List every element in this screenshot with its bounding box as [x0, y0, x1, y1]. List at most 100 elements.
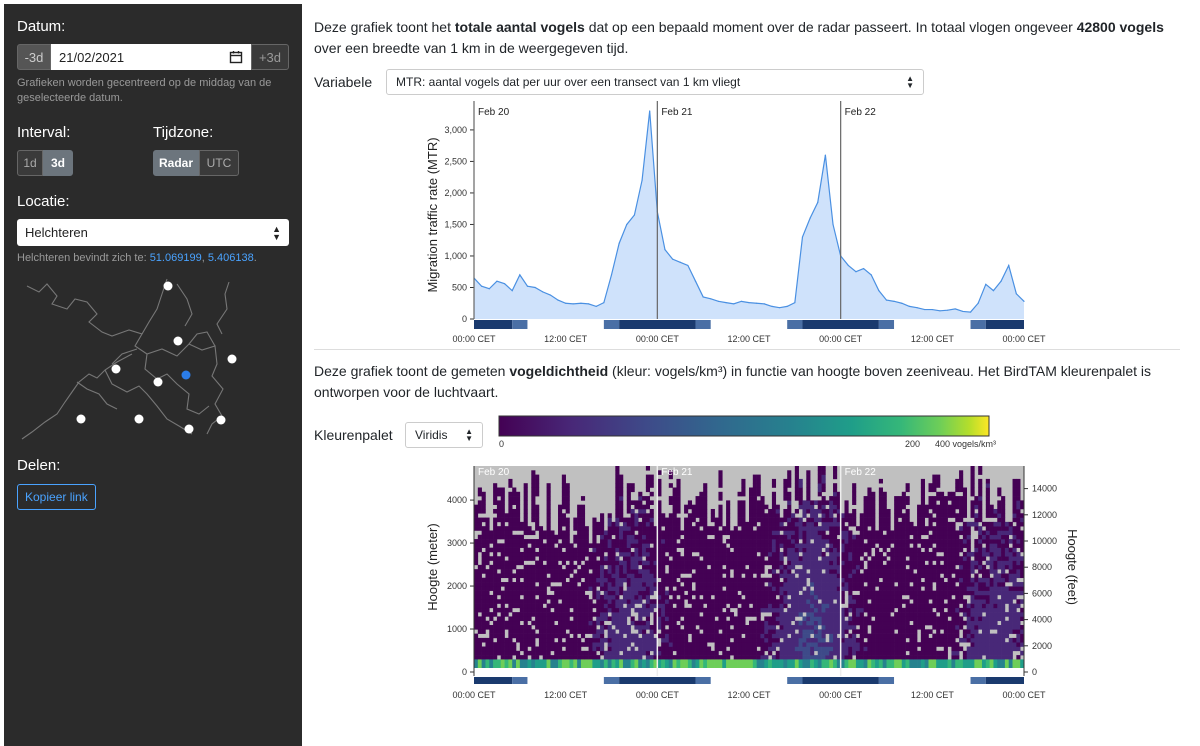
radar-marker[interactable] — [153, 377, 163, 387]
heatmap-cell — [657, 659, 662, 668]
heatmap-cell — [787, 526, 792, 531]
heatmap-cell — [848, 594, 853, 600]
heatmap-cell — [840, 594, 845, 600]
heatmap-cell — [840, 577, 845, 583]
timezone-utc-button[interactable]: UTC — [199, 150, 239, 176]
heatmap-cell — [974, 543, 979, 548]
heatmap-cell — [787, 539, 792, 544]
heatmap-cell — [531, 569, 536, 574]
heatmap-cell — [802, 616, 807, 622]
heatmap-cell — [779, 582, 784, 587]
radar-marker[interactable] — [173, 336, 183, 346]
heatmap-cell — [836, 556, 841, 561]
heatmap-cell — [1012, 594, 1017, 600]
heatmap-cell — [733, 655, 738, 660]
heatmap-cell — [829, 620, 834, 626]
heatmap-cell — [932, 517, 937, 523]
location-select[interactable]: Helchteren ▲ ▼ — [17, 219, 289, 246]
heatmap-cell — [821, 543, 826, 548]
heatmap-cell — [584, 547, 589, 553]
heatmap-cell — [852, 599, 857, 604]
copy-link-button[interactable]: Kopieer link — [17, 484, 96, 510]
heatmap-cell — [917, 642, 922, 647]
heatmap-cell — [749, 521, 754, 527]
heatmap-cell — [878, 586, 883, 591]
heatmap-cell — [966, 543, 971, 548]
heatmap-cell — [871, 586, 876, 591]
heatmap-cell — [630, 500, 635, 505]
radar-marker[interactable] — [184, 424, 194, 434]
radar-marker[interactable] — [227, 354, 237, 364]
vpi-chart: Feb 20 Feb 21 Feb 2201000200030004000Hoogt… — [425, 466, 1080, 700]
heatmap-cell — [588, 551, 593, 557]
calendar-icon[interactable] — [229, 50, 243, 64]
heatmap-cell — [848, 564, 853, 570]
heatmap-cell — [722, 526, 727, 531]
heatmap-cell — [535, 607, 540, 613]
heatmap-cell — [817, 577, 822, 583]
heatmap-cell — [771, 629, 777, 634]
radar-marker[interactable] — [134, 414, 144, 424]
heatmap-cell — [783, 573, 788, 579]
heatmap-cell — [978, 500, 983, 505]
palette-select[interactable]: Viridis ▲ ▼ — [405, 422, 483, 448]
heatmap-cell — [699, 517, 704, 523]
radar-marker[interactable] — [111, 364, 121, 374]
heatmap-cell — [756, 530, 761, 536]
heatmap-cell — [550, 586, 555, 591]
heatmap-cell — [749, 551, 754, 557]
heatmap-cell — [791, 517, 796, 523]
variable-select[interactable]: MTR: aantal vogels dat per uur over een … — [386, 69, 924, 95]
radar-marker[interactable] — [216, 415, 226, 425]
coords-lon-link[interactable]: 5.406138 — [207, 252, 254, 264]
minus-3d-button[interactable]: -3d — [17, 44, 51, 70]
heatmap-cell — [836, 607, 841, 613]
interval-3d-button[interactable]: 3d — [43, 150, 73, 176]
heatmap-cell — [836, 616, 841, 622]
heatmap-cell — [913, 612, 918, 617]
heatmap-cell — [970, 642, 975, 647]
heatmap-cell — [630, 487, 635, 493]
heatmap-cell — [714, 607, 719, 613]
heatmap-cell — [649, 534, 654, 540]
heatmap-cell — [527, 590, 532, 596]
heatmap-cell — [871, 539, 876, 544]
heatmap-cell — [802, 564, 807, 570]
heatmap-cell — [959, 508, 964, 514]
radar-marker[interactable] — [163, 281, 173, 291]
plus-3d-button[interactable]: +3d — [251, 44, 289, 70]
heatmap-cell — [573, 659, 578, 668]
heatmap-cell — [840, 569, 845, 574]
mtr-point — [1023, 300, 1025, 302]
heatmap-cell — [966, 646, 971, 652]
radar-marker-selected[interactable] — [181, 370, 191, 380]
heatmap-cell — [691, 517, 696, 523]
radar-marker[interactable] — [76, 414, 86, 424]
heatmap-cell — [989, 650, 994, 656]
heatmap-cell — [878, 633, 883, 639]
heatmap-cell — [768, 586, 773, 591]
heatmap-cell — [775, 564, 780, 570]
heatmap-cell — [966, 556, 971, 561]
heatmap-cell — [962, 633, 968, 639]
heatmap-cell — [978, 655, 983, 660]
heatmap-cell — [867, 594, 872, 600]
date-field[interactable]: 21/02/2021 — [51, 44, 251, 70]
heatmap-cell — [733, 530, 738, 536]
heatmap-cell — [970, 487, 975, 493]
heatmap-cell — [649, 573, 654, 579]
heatmap-cell — [1001, 564, 1006, 570]
interval-1d-button[interactable]: 1d — [17, 150, 43, 176]
coords-lat-link[interactable]: 51.069199 — [149, 252, 202, 264]
heatmap-cell — [653, 547, 658, 553]
heatmap-cell — [535, 551, 540, 557]
heatmap-cell — [531, 650, 536, 656]
radar-map[interactable] — [17, 274, 289, 442]
heatmap-cell — [607, 625, 612, 630]
heatmap-cell — [897, 573, 903, 579]
heatmap-cell — [939, 620, 945, 626]
heatmap-cell — [901, 543, 906, 548]
heatmap-cell — [565, 556, 570, 561]
timezone-radar-button[interactable]: Radar — [153, 150, 199, 176]
heatmap-cell — [878, 650, 883, 656]
